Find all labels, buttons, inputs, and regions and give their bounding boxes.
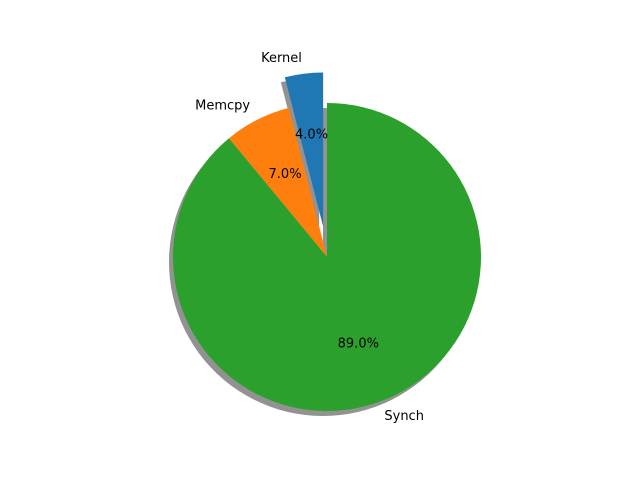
slice-label-synch: Synch (384, 409, 424, 424)
slice-percent-synch: 89.0% (338, 336, 379, 351)
slice-percent-memcpy: 7.0% (269, 167, 302, 182)
slice-label-memcpy: Memcpy (195, 99, 250, 114)
slice-label-kernel: Kernel (261, 51, 302, 66)
slice-percent-kernel: 4.0% (295, 127, 328, 142)
pie-labels: Kernel 4.0% Memcpy 7.0% Synch 89.0% (195, 51, 424, 424)
pie-slice-memcpy (228, 107, 327, 257)
pie-slices (173, 72, 481, 412)
pie-slice-kernel (284, 72, 324, 227)
pie-slice-synch (173, 103, 481, 412)
